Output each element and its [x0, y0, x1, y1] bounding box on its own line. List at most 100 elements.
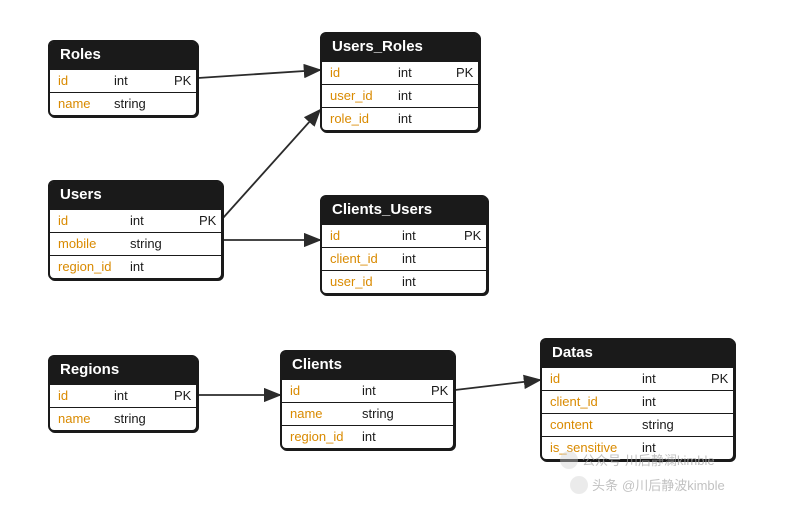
table-users_roles: Users_RolesidintPKuser_idintrole_idint: [320, 32, 480, 132]
field-key: [191, 256, 221, 278]
field-name: region_id: [50, 256, 122, 278]
table-datas: DatasidintPKclient_idintcontentstringis_…: [540, 338, 735, 461]
table-row: user_idint: [322, 84, 478, 107]
wechat-watermark: 公众号 川后静澜kimble: [560, 450, 715, 469]
field-name: role_id: [322, 108, 390, 130]
table-row: region_idint: [282, 425, 453, 448]
field-name: name: [282, 403, 354, 425]
table-row: namestring: [50, 92, 196, 115]
field-type: int: [390, 85, 448, 107]
field-type: int: [390, 108, 448, 130]
table-row: idintPK: [50, 209, 221, 232]
field-key: PK: [166, 70, 196, 92]
field-type: int: [354, 380, 423, 402]
table-row: role_idint: [322, 107, 478, 130]
wechat-prefix: 公众号: [582, 450, 621, 469]
table-row: idintPK: [322, 224, 486, 247]
table-users: UsersidintPKmobilestringregion_idint: [48, 180, 223, 280]
field-name: name: [50, 93, 106, 115]
field-name: id: [542, 368, 634, 390]
table-roles: RolesidintPKnamestring: [48, 40, 198, 117]
table-header-datas: Datas: [542, 340, 733, 367]
field-type: string: [122, 233, 191, 255]
table-header-clients_users: Clients_Users: [322, 197, 486, 224]
field-key: [456, 248, 486, 270]
field-name: name: [50, 408, 106, 430]
field-key: [703, 414, 733, 436]
field-key: [456, 271, 486, 293]
field-name: id: [50, 385, 106, 407]
toutiao-icon: [570, 476, 588, 494]
table-header-users_roles: Users_Roles: [322, 34, 478, 61]
wechat-text: 川后静澜kimble: [625, 450, 715, 469]
field-key: [703, 391, 733, 413]
field-type: int: [394, 248, 456, 270]
field-type: int: [634, 368, 703, 390]
field-key: [191, 233, 221, 255]
table-row: user_idint: [322, 270, 486, 293]
toutiao-text: @川后静波kimble: [622, 475, 725, 494]
field-name: id: [322, 225, 394, 247]
table-row: idintPK: [282, 379, 453, 402]
field-type: string: [106, 408, 166, 430]
field-type: int: [106, 385, 166, 407]
field-type: int: [394, 271, 456, 293]
field-key: [423, 426, 453, 448]
field-type: string: [354, 403, 423, 425]
field-key: [448, 85, 478, 107]
table-row: idintPK: [542, 367, 733, 390]
field-key: PK: [423, 380, 453, 402]
field-type: string: [634, 414, 703, 436]
field-name: region_id: [282, 426, 354, 448]
field-type: int: [390, 62, 448, 84]
edge-clients-to-datas: [455, 380, 540, 390]
field-type: int: [634, 391, 703, 413]
field-name: id: [322, 62, 390, 84]
field-name: id: [282, 380, 354, 402]
edge-users-to-users_roles: [223, 110, 320, 218]
field-key: PK: [191, 210, 221, 232]
field-type: int: [122, 256, 191, 278]
table-header-users: Users: [50, 182, 221, 209]
field-name: mobile: [50, 233, 122, 255]
table-row: contentstring: [542, 413, 733, 436]
field-name: user_id: [322, 85, 390, 107]
table-clients: ClientsidintPKnamestringregion_idint: [280, 350, 455, 450]
table-header-roles: Roles: [50, 42, 196, 69]
field-type: int: [122, 210, 191, 232]
field-name: id: [50, 210, 122, 232]
field-name: client_id: [542, 391, 634, 413]
field-key: [448, 108, 478, 130]
field-type: string: [106, 93, 166, 115]
field-name: content: [542, 414, 634, 436]
toutiao-prefix: 头条: [592, 475, 618, 494]
table-row: client_idint: [542, 390, 733, 413]
field-key: PK: [166, 385, 196, 407]
field-key: PK: [703, 368, 733, 390]
table-row: mobilestring: [50, 232, 221, 255]
table-row: namestring: [282, 402, 453, 425]
field-type: int: [354, 426, 423, 448]
field-type: int: [394, 225, 456, 247]
table-header-clients: Clients: [282, 352, 453, 379]
table-row: namestring: [50, 407, 196, 430]
edge-roles-to-users_roles: [198, 70, 320, 78]
field-key: [166, 93, 196, 115]
table-clients_users: Clients_UsersidintPKclient_idintuser_idi…: [320, 195, 488, 295]
field-key: [423, 403, 453, 425]
table-regions: RegionsidintPKnamestring: [48, 355, 198, 432]
field-key: [166, 408, 196, 430]
table-header-regions: Regions: [50, 357, 196, 384]
table-row: idintPK: [50, 69, 196, 92]
field-name: client_id: [322, 248, 394, 270]
table-row: idintPK: [50, 384, 196, 407]
table-row: idintPK: [322, 61, 478, 84]
table-row: region_idint: [50, 255, 221, 278]
field-key: PK: [448, 62, 478, 84]
toutiao-watermark: 头条 @川后静波kimble: [570, 475, 725, 494]
field-key: PK: [456, 225, 486, 247]
field-type: int: [106, 70, 166, 92]
wechat-icon: [560, 451, 578, 469]
field-name: user_id: [322, 271, 394, 293]
table-row: client_idint: [322, 247, 486, 270]
